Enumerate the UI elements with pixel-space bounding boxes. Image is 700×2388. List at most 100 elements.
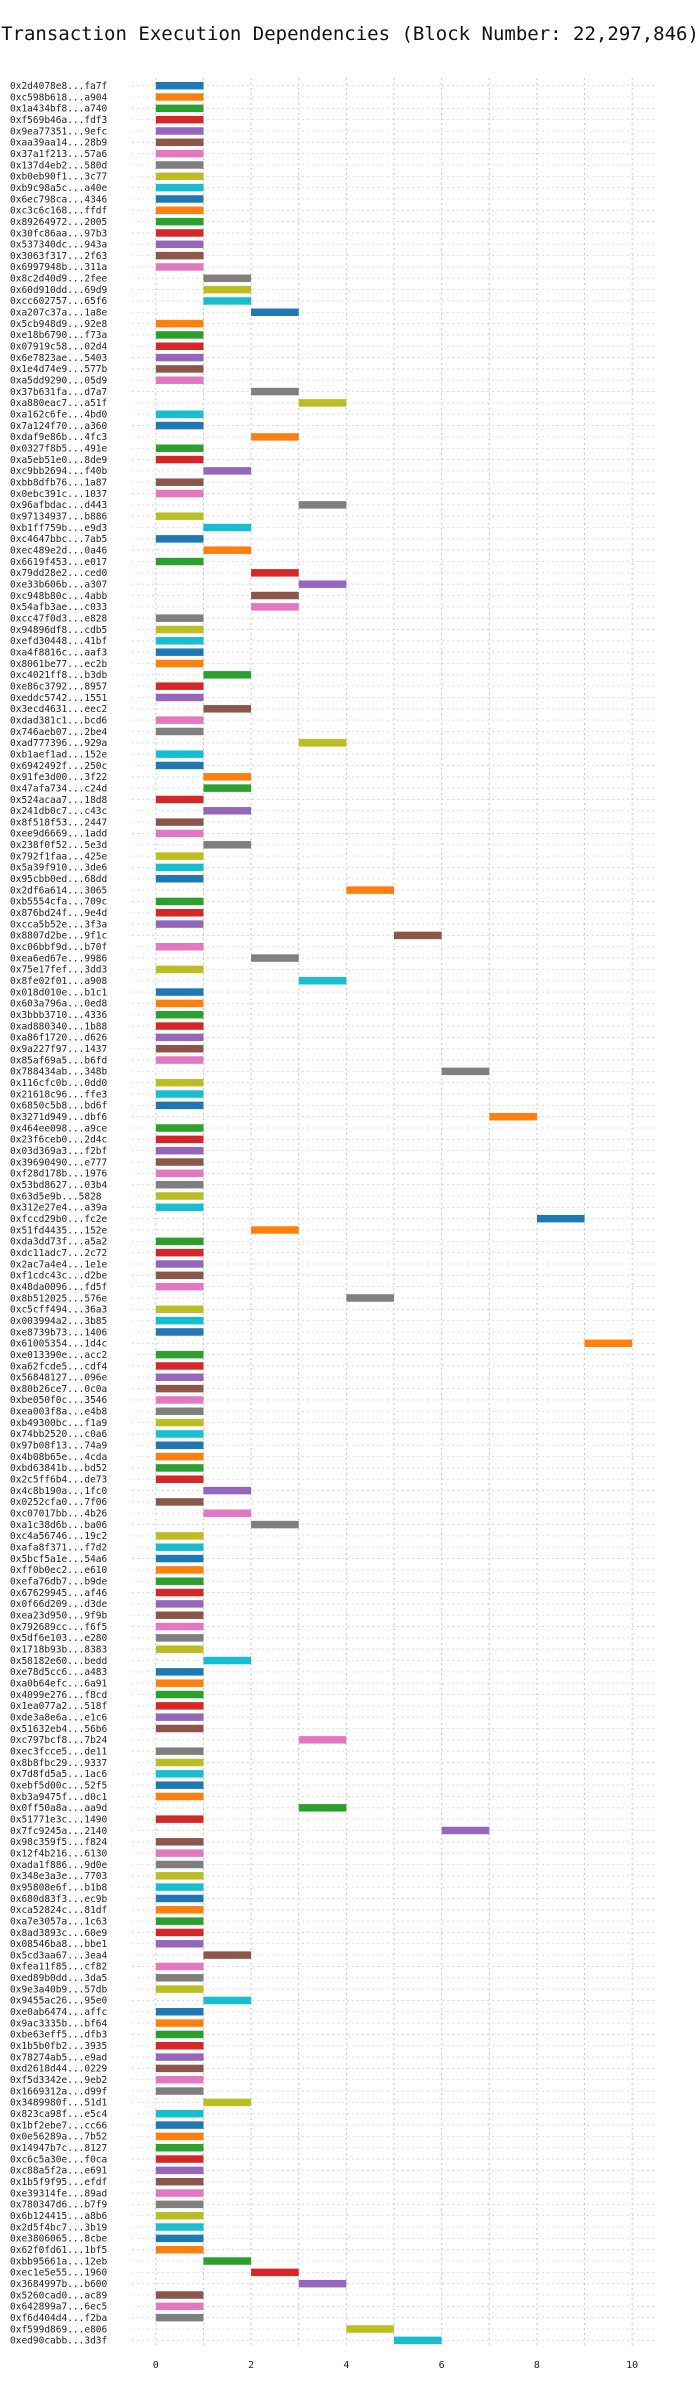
y-tick-label: 0x3684997b...b600 <box>10 2279 108 2290</box>
y-tick-label: 0x91fe3d00...3f22 <box>10 772 107 783</box>
transaction-bar <box>251 603 299 611</box>
y-tick-label: 0x0ff50a8a...aa9d <box>10 1803 107 1814</box>
y-tick-label: 0x53bd8627...03b4 <box>10 1180 108 1191</box>
y-tick-label: 0xd2618d44...0229 <box>10 2064 108 2075</box>
y-tick-label: 0xf6d404d4...f2ba <box>10 2313 107 2324</box>
y-tick-label: 0xa0b64efc...6a91 <box>10 1678 108 1689</box>
transaction-bar <box>155 1815 204 1823</box>
transaction-bar <box>155 1044 204 1053</box>
y-tick-label: 0xb1ff759b...e9d3 <box>10 523 107 534</box>
y-tick-label: 0xc6c5a30e...f0ca <box>10 2154 107 2165</box>
x-tick-label: 8 <box>534 2360 540 2371</box>
transaction-bar <box>155 988 204 996</box>
y-tick-label: 0xe3806065...8cbe <box>10 2234 108 2245</box>
y-tick-label: 0xefd30448...41bf <box>10 636 107 647</box>
transaction-bar <box>155 1078 204 1087</box>
transaction-bar <box>394 931 442 940</box>
y-tick-label: 0x2ac7a4e4...1e1e <box>10 1259 108 1270</box>
y-tick-label: 0xc3c6c168...ffdf <box>10 206 107 217</box>
transaction-bar <box>155 818 204 826</box>
transaction-bar <box>298 2279 347 2288</box>
y-tick-label: 0x62f0fd61...1bf5 <box>10 2245 107 2256</box>
y-tick-label: 0x1b5f9f95...efdf <box>10 2177 107 2188</box>
transaction-bar <box>155 229 204 237</box>
transaction-bar <box>203 2257 252 2265</box>
transaction-bar <box>155 2087 204 2095</box>
transaction-bar <box>155 1928 204 1937</box>
transaction-bar <box>155 183 204 192</box>
transaction-bar <box>155 1668 204 1676</box>
y-tick-label: 0x1718b93b...8383 <box>10 1645 107 1656</box>
y-tick-label: 0xee9d6669...1add <box>10 829 107 840</box>
y-tick-label: 0xbb8dfb76...1a87 <box>10 478 107 489</box>
y-tick-label: 0x2d5f4bc7...3b19 <box>10 2222 108 2233</box>
transaction-bar <box>155 1305 204 1314</box>
y-tick-label: 0xa880eac7...a51f <box>10 398 107 409</box>
y-tick-label: 0x241db0c7...c43c <box>10 806 107 817</box>
transaction-bar <box>155 1532 204 1540</box>
y-tick-label: 0xc948b80c...4abb <box>10 591 108 602</box>
transaction-bar <box>251 433 299 441</box>
transaction-bar <box>155 342 204 350</box>
y-tick-label: 0x6850c5b8...bd6f <box>10 1101 107 1112</box>
y-tick-label: 0xeddc5742...1551 <box>10 693 108 704</box>
transaction-bar <box>155 2064 204 2073</box>
transaction-bar <box>203 671 252 679</box>
transaction-bar <box>155 1634 204 1642</box>
y-tick-label: 0x537340dc...943a <box>10 240 107 251</box>
y-tick-label: 0x018d010e...b1c1 <box>10 987 108 998</box>
transaction-bar <box>155 1702 204 1710</box>
transaction-bar <box>489 1112 537 1121</box>
transaction-bar <box>394 2336 442 2345</box>
y-tick-label: 0x1ea077a2...518f <box>10 1701 107 1712</box>
y-tick-label: 0xe8739b73...1406 <box>10 1327 108 1338</box>
y-tick-label: 0x9a227f97...1437 <box>10 1044 107 1055</box>
transaction-bar <box>155 682 204 690</box>
transaction-bar <box>155 81 204 90</box>
transaction-bar <box>298 976 347 985</box>
transaction-bar <box>155 1362 204 1370</box>
transaction-bar <box>155 829 204 838</box>
y-tick-label: 0xad777396...929a <box>10 738 107 749</box>
y-tick-label: 0xad880340...1b88 <box>10 1021 108 1032</box>
transaction-bar <box>536 1214 585 1223</box>
transaction-bar <box>251 1226 299 1234</box>
y-tick-label: 0xbb95661a...12eb <box>10 2256 108 2267</box>
y-tick-label: 0xfea11f85...cf82 <box>10 1962 107 1973</box>
transaction-bar <box>155 637 204 645</box>
transaction-bar <box>155 1747 204 1755</box>
y-tick-label: 0x37b631fa...d7a7 <box>10 387 107 398</box>
y-tick-label: 0x48da0096...fd5f <box>10 1282 107 1293</box>
y-tick-label: 0xea003f8a...e4b8 <box>10 1407 108 1418</box>
y-tick-label: 0xa1c38d6b...ba06 <box>10 1520 108 1531</box>
transaction-bar <box>155 1645 204 1653</box>
y-tick-label: 0x1e4d74e9...577b <box>10 364 108 375</box>
transaction-bar <box>155 535 204 543</box>
x-tick-label: 2 <box>248 2360 254 2371</box>
y-tick-label: 0x1b5b0fb2...3935 <box>10 2041 107 2052</box>
y-tick-label: 0x116cfc0b...0dd0 <box>10 1078 108 1089</box>
transaction-bar <box>155 1146 204 1155</box>
y-tick-label: 0x75e17fef...3dd3 <box>10 965 107 976</box>
transaction-bar <box>203 297 252 305</box>
y-tick-label: 0x2c5ff6b4...de73 <box>10 1475 107 1486</box>
transaction-bar <box>155 410 204 418</box>
y-tick-label: 0xc07017bb...4b26 <box>10 1509 108 1520</box>
y-tick-label: 0x312e27e4...a39a <box>10 1203 107 1214</box>
transaction-bar <box>346 2325 394 2333</box>
transaction-bar <box>298 580 347 588</box>
transaction-bar <box>155 104 204 113</box>
transaction-bar <box>155 1611 204 1619</box>
transaction-bar <box>441 1067 490 1076</box>
grid-lines <box>132 78 656 2348</box>
y-tick-label: 0xa62fcde5...cdf4 <box>10 1361 108 1372</box>
y-tick-label: 0x8061be77...ec2b <box>10 659 108 670</box>
transaction-bar <box>155 1622 204 1631</box>
transaction-bar <box>155 1418 204 1427</box>
transaction-bar <box>155 795 204 804</box>
transaction-bar <box>155 1407 204 1416</box>
y-tick-label: 0xa5eb51e0...8de9 <box>10 455 108 466</box>
transaction-bar <box>298 1804 347 1812</box>
y-tick-label: 0x8f518f53...2447 <box>10 817 107 828</box>
y-tick-label: 0xdaf9e86b...4fc3 <box>10 432 107 443</box>
